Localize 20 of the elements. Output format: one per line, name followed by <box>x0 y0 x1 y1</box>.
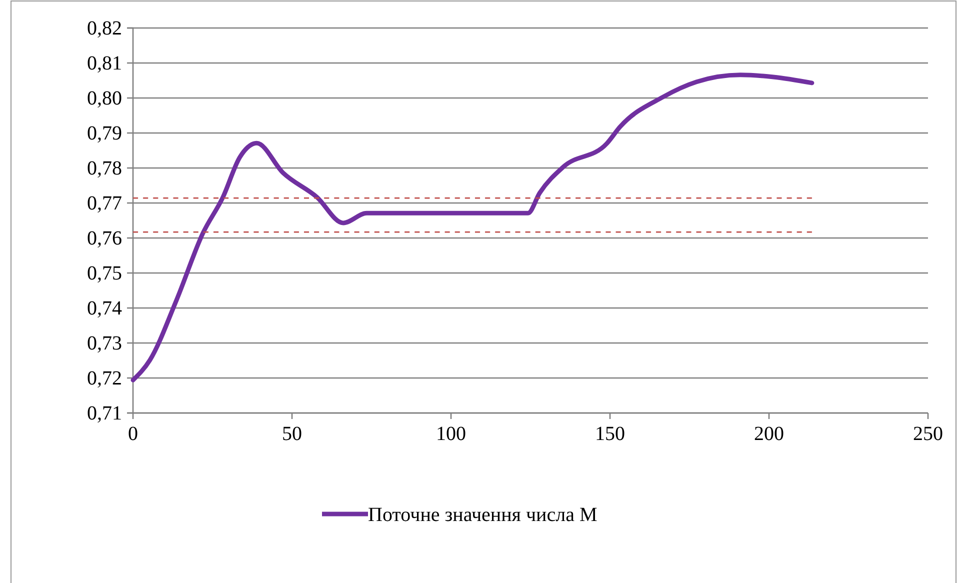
x-tick-label: 200 <box>754 423 784 445</box>
y-tick-label: 0,78 <box>87 157 122 180</box>
y-tick-label: 0,72 <box>87 367 122 390</box>
legend-label: Поточне значення числа M <box>368 504 598 526</box>
x-tick-label: 0 <box>128 423 138 445</box>
y-tick-label: 0,71 <box>87 402 122 424</box>
y-tick-label: 0,73 <box>87 332 122 354</box>
y-tick-label: 0,77 <box>87 192 122 214</box>
y-tick-label: 0,76 <box>87 227 122 250</box>
y-tick-label: 0,75 <box>87 262 122 284</box>
x-tick-label: 50 <box>282 423 302 445</box>
y-tick-label: 0,79 <box>87 122 122 144</box>
y-tick-label: 0,74 <box>87 297 122 320</box>
y-tick-label: 0,81 <box>87 52 122 74</box>
x-tick-label: 150 <box>595 423 625 445</box>
x-tick-label: 250 <box>913 423 943 445</box>
y-tick-label: 0,80 <box>87 87 122 110</box>
y-tick-label: 0,82 <box>87 17 122 40</box>
line-series <box>130 72 814 382</box>
x-tick-label: 100 <box>436 423 466 445</box>
